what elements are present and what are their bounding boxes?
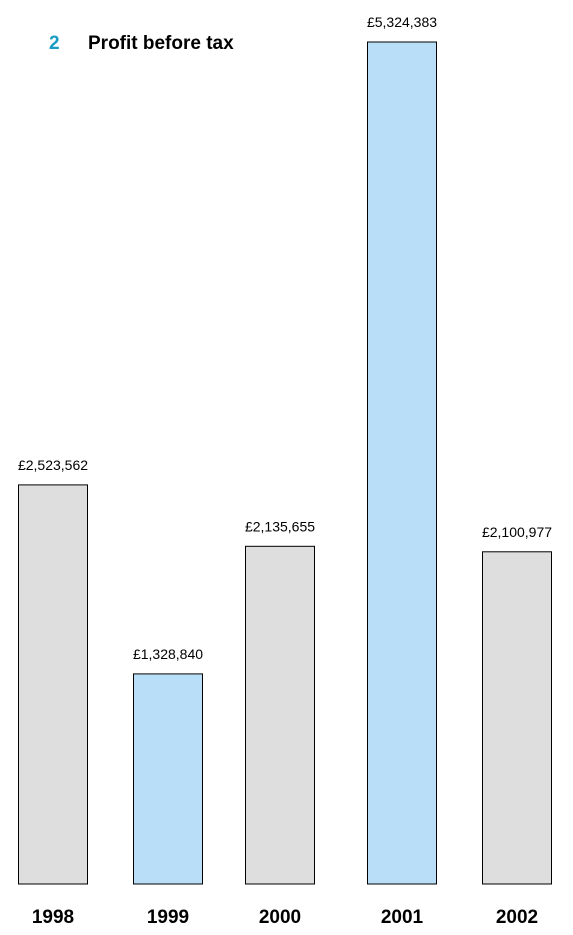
category-labels-group: 1998 1999 2000 2001 2002 (32, 907, 538, 928)
value-label-2002: £2,100,977 (482, 524, 552, 540)
chart-title-number: 2 (49, 33, 60, 54)
bar-2001 (367, 41, 437, 885)
category-label-1998: 1998 (32, 907, 74, 928)
bars-group (18, 41, 552, 885)
chart-title: Profit before tax (88, 33, 234, 54)
bar-1999 (133, 673, 203, 885)
value-label-1999: £1,328,840 (133, 646, 203, 662)
bar-1998 (18, 484, 88, 885)
bar-2002 (482, 551, 552, 885)
value-label-2001: £5,324,383 (367, 14, 437, 30)
category-label-2000: 2000 (259, 907, 301, 928)
value-labels-group: £2,523,562 £1,328,840 £2,135,655 £5,324,383… (18, 14, 552, 662)
value-label-1998: £2,523,562 (18, 457, 88, 473)
category-label-2002: 2002 (496, 907, 538, 928)
category-label-1999: 1999 (147, 907, 189, 928)
bar-2000 (245, 545, 315, 885)
category-label-2001: 2001 (381, 907, 424, 928)
value-label-2000: £2,135,655 (245, 518, 315, 534)
